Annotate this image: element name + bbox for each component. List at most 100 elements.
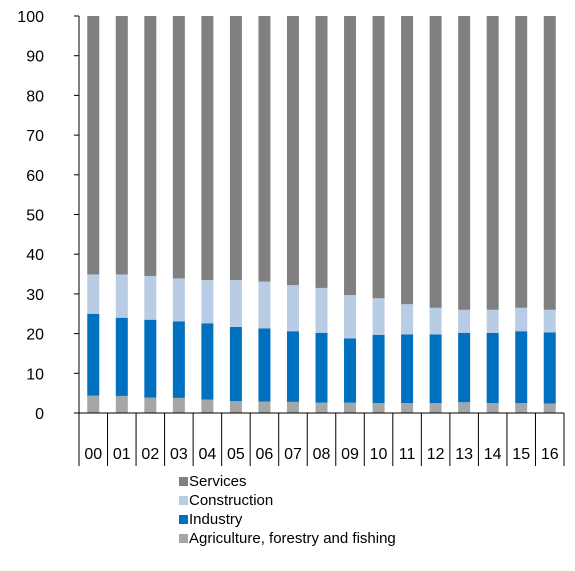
bar-segment-05-s0 <box>229 401 242 413</box>
y-tick-label: 50 <box>26 208 44 225</box>
bar-segment-08-s3 <box>315 16 328 288</box>
bar-segment-05-s3 <box>229 16 242 280</box>
bar-segment-12-s0 <box>429 403 442 413</box>
bar-segment-06-s3 <box>258 16 271 282</box>
bar-segment-08-s1 <box>315 332 328 403</box>
x-tick-label: 15 <box>512 446 530 463</box>
y-tick-label: 30 <box>26 287 44 304</box>
bar-segment-05-s1 <box>229 326 242 402</box>
bar-segment-03-s0 <box>172 397 185 413</box>
bar-segment-08-s2 <box>315 287 328 333</box>
bar-segment-15-s0 <box>515 403 528 413</box>
bar-segment-16-s0 <box>543 403 556 413</box>
bar-segment-13-s2 <box>458 309 471 333</box>
bar-segment-11-s3 <box>401 16 414 305</box>
bar-segment-01-s2 <box>115 274 128 318</box>
bar-segment-00-s2 <box>87 274 100 314</box>
x-tick-label: 05 <box>227 446 245 463</box>
bar-segment-15-s2 <box>515 307 528 332</box>
bar-segment-00-s3 <box>87 16 100 275</box>
axis-layer: 0 10 20 30 40 50 60 70 80 90 100 00 01 02 03 04 05 06 07 08… <box>17 9 565 466</box>
bar-segment-07-s2 <box>286 285 299 332</box>
bar-segment-06-s2 <box>258 281 271 329</box>
bar-segment-14-s0 <box>486 403 499 413</box>
bar-segment-10-s1 <box>372 334 385 404</box>
bars-layer <box>87 16 556 413</box>
bar-segment-01-s3 <box>115 16 128 275</box>
bar-segment-09-s2 <box>344 295 357 339</box>
bar-segment-03-s2 <box>172 278 185 322</box>
bar-segment-07-s0 <box>286 401 299 413</box>
y-tick-label: 70 <box>26 128 44 145</box>
bar-segment-04-s0 <box>201 399 214 413</box>
x-tick-label: 00 <box>84 446 102 463</box>
x-tick-label: 12 <box>427 446 445 463</box>
bar-segment-10-s2 <box>372 298 385 335</box>
y-tick-label: 20 <box>26 327 44 344</box>
x-tick-label: 02 <box>141 446 159 463</box>
y-tick-label: 40 <box>26 247 44 264</box>
bar-segment-09-s1 <box>344 338 357 403</box>
bar-segment-16-s3 <box>543 16 556 310</box>
x-tick-label: 03 <box>170 446 188 463</box>
x-tick-label: 11 <box>399 446 416 463</box>
x-tick-label: 09 <box>341 446 359 463</box>
bar-segment-12-s2 <box>429 307 442 335</box>
bar-segment-01-s0 <box>115 395 128 413</box>
bar-segment-00-s0 <box>87 395 100 413</box>
y-tick-label: 80 <box>26 88 44 105</box>
x-tick-label: 14 <box>484 446 502 463</box>
bar-segment-09-s0 <box>344 402 357 413</box>
bar-segment-12-s1 <box>429 334 442 404</box>
x-tick-label: 08 <box>313 446 331 463</box>
bar-segment-02-s1 <box>144 319 157 398</box>
bar-segment-04-s2 <box>201 280 214 324</box>
bar-segment-11-s2 <box>401 304 414 335</box>
bar-segment-08-s0 <box>315 402 328 413</box>
bar-segment-14-s1 <box>486 332 499 404</box>
bar-segment-14-s2 <box>486 309 499 333</box>
legend: Services Construction Industry Agriculture,… <box>179 473 396 547</box>
bar-segment-02-s2 <box>144 276 157 320</box>
legend-label: Industry <box>189 511 243 528</box>
bar-segment-10-s3 <box>372 16 385 299</box>
bar-segment-11-s0 <box>401 403 414 413</box>
bar-segment-07-s3 <box>286 16 299 286</box>
legend-swatch <box>179 496 188 505</box>
bar-segment-16-s2 <box>543 309 556 333</box>
y-tick-label: 0 <box>35 406 44 423</box>
bar-segment-02-s3 <box>144 16 157 277</box>
bar-segment-13-s0 <box>458 402 471 413</box>
bar-segment-09-s3 <box>344 16 357 296</box>
x-tick-label: 01 <box>113 446 131 463</box>
legend-label: Services <box>189 473 247 490</box>
x-tick-label: 06 <box>256 446 274 463</box>
bar-segment-03-s3 <box>172 16 185 279</box>
bar-segment-11-s1 <box>401 334 414 404</box>
bar-segment-16-s1 <box>543 332 556 404</box>
bar-segment-04-s1 <box>201 323 214 400</box>
y-tick-label: 10 <box>26 366 44 383</box>
bar-segment-02-s0 <box>144 397 157 413</box>
legend-label: Agriculture, forestry and fishing <box>189 530 396 547</box>
bar-segment-15-s3 <box>515 16 528 308</box>
bar-segment-00-s1 <box>87 313 100 396</box>
x-tick-label: 04 <box>198 446 216 463</box>
bar-segment-12-s3 <box>429 16 442 308</box>
legend-swatch <box>179 515 188 524</box>
x-tick-label: 13 <box>455 446 473 463</box>
bar-segment-06-s1 <box>258 328 271 402</box>
y-tick-label: 60 <box>26 168 44 185</box>
bar-segment-13-s3 <box>458 16 471 310</box>
x-tick-label: 16 <box>541 446 559 463</box>
x-tick-label: 07 <box>284 446 302 463</box>
x-tick-label: 10 <box>370 446 388 463</box>
bar-segment-10-s0 <box>372 403 385 413</box>
bar-segment-14-s3 <box>486 16 499 310</box>
bar-segment-05-s2 <box>229 280 242 327</box>
bar-segment-15-s1 <box>515 331 528 404</box>
y-tick-label: 90 <box>26 49 44 66</box>
bar-segment-01-s1 <box>115 317 128 396</box>
